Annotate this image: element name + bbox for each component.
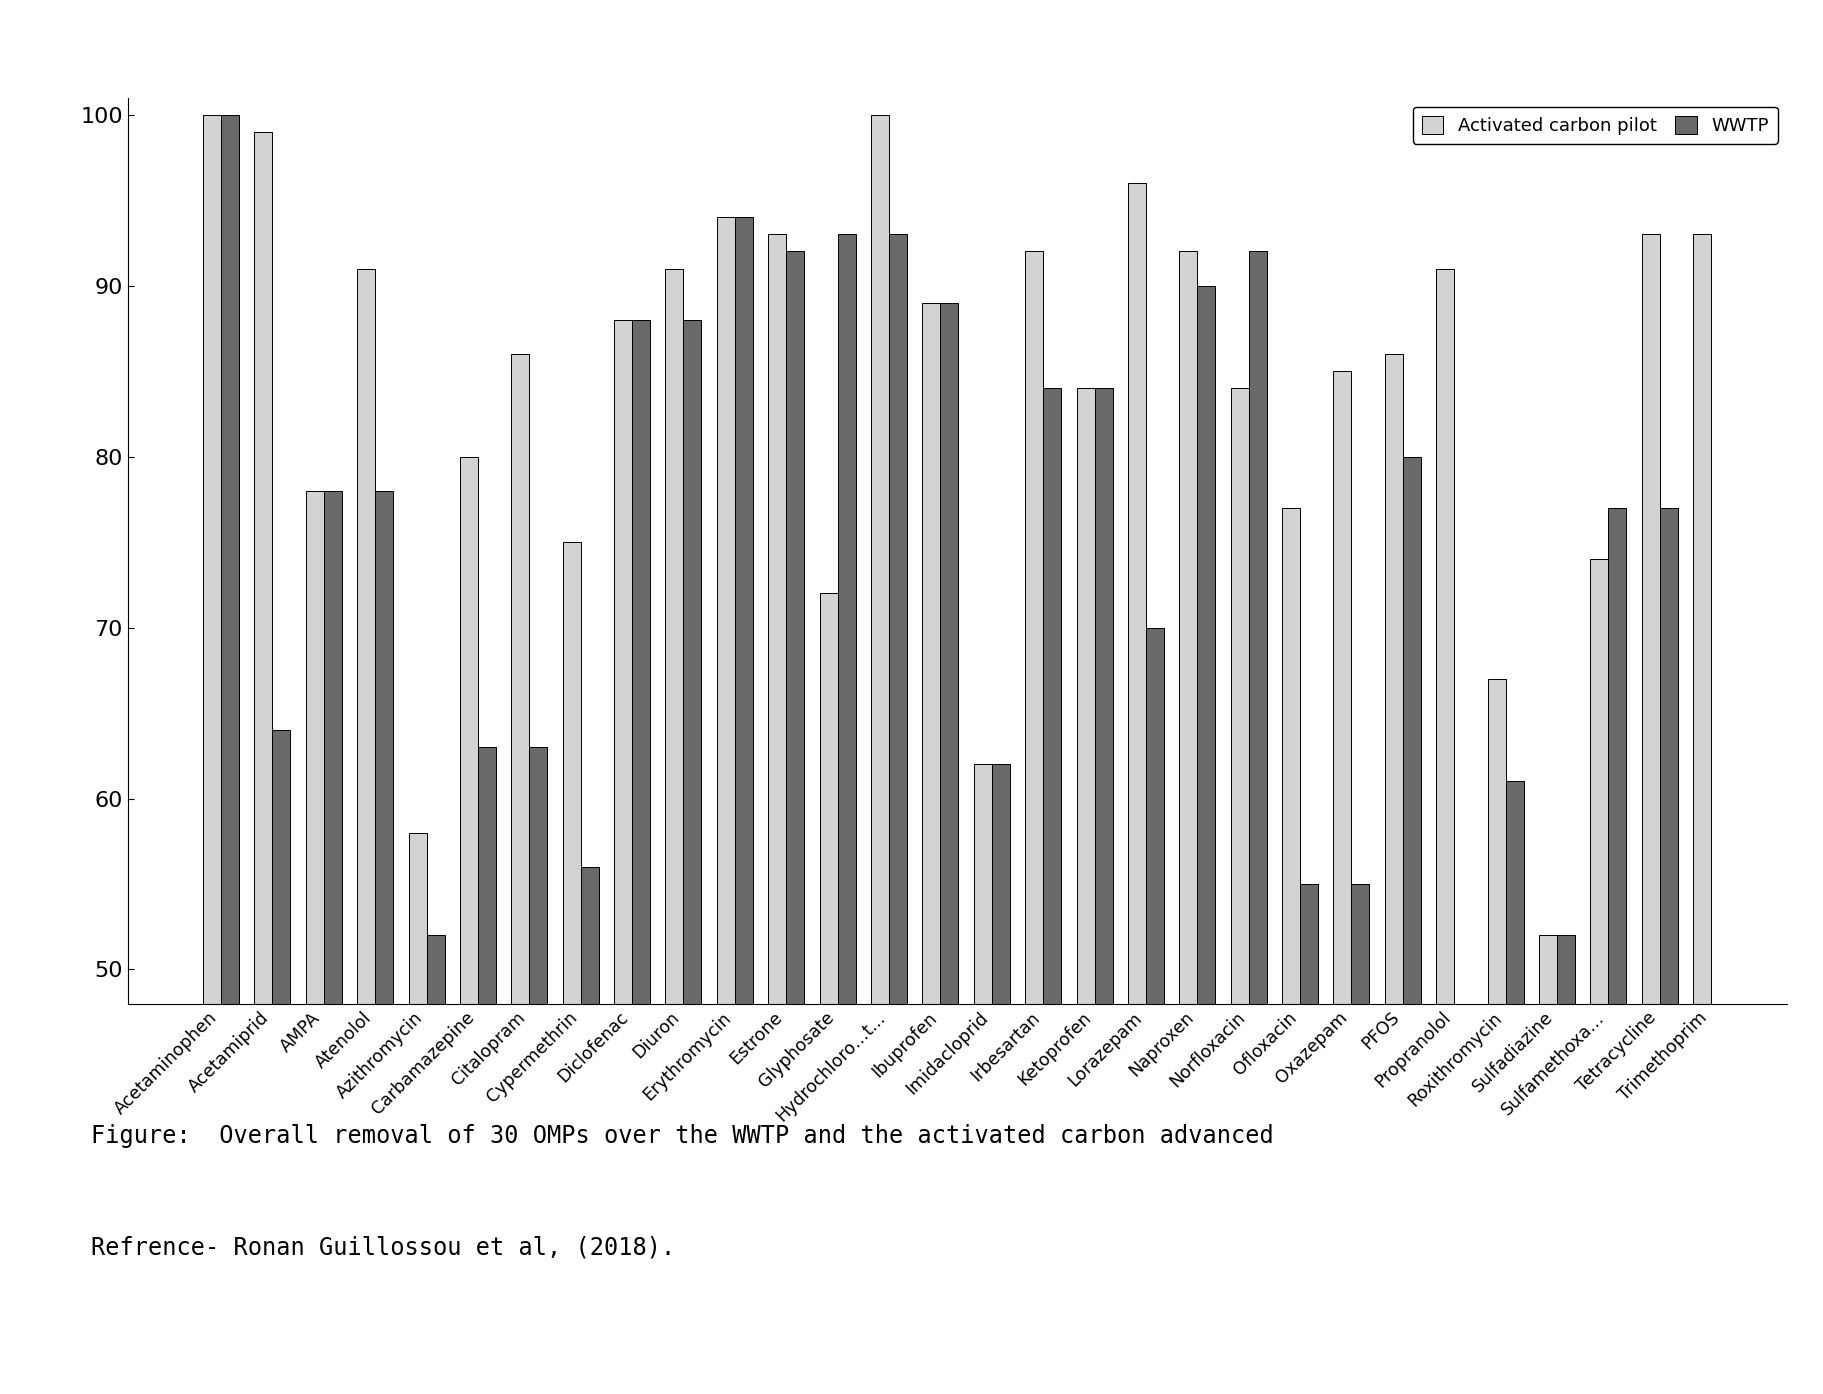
- Bar: [563, 542, 582, 1394]
- Bar: [1557, 935, 1575, 1394]
- Bar: [767, 234, 786, 1394]
- Bar: [1488, 679, 1506, 1394]
- Bar: [478, 747, 496, 1394]
- Bar: [255, 132, 272, 1394]
- Bar: [1147, 627, 1163, 1394]
- Bar: [1077, 388, 1094, 1394]
- Bar: [1025, 251, 1043, 1394]
- Bar: [1043, 388, 1061, 1394]
- Bar: [1094, 388, 1112, 1394]
- Bar: [1506, 782, 1524, 1394]
- Bar: [1351, 884, 1369, 1394]
- Bar: [1198, 286, 1216, 1394]
- Bar: [272, 730, 290, 1394]
- Bar: [1333, 371, 1351, 1394]
- Bar: [786, 251, 804, 1394]
- Bar: [376, 491, 394, 1394]
- Bar: [1385, 354, 1404, 1394]
- Bar: [510, 354, 529, 1394]
- Bar: [1231, 388, 1249, 1394]
- Legend: Activated carbon pilot, WWTP: Activated carbon pilot, WWTP: [1413, 106, 1777, 144]
- Bar: [1249, 251, 1267, 1394]
- Bar: [735, 217, 753, 1394]
- Bar: [871, 114, 890, 1394]
- Bar: [1282, 507, 1300, 1394]
- Bar: [221, 114, 239, 1394]
- Text: Refrence- Ronan Guillossou et al, (2018).: Refrence- Ronan Guillossou et al, (2018)…: [91, 1235, 675, 1260]
- Bar: [614, 319, 633, 1394]
- Text: Figure:  Overall removal of 30 OMPs over the WWTP and the activated carbon advan: Figure: Overall removal of 30 OMPs over …: [91, 1124, 1274, 1149]
- Bar: [716, 217, 735, 1394]
- Bar: [1694, 234, 1712, 1394]
- Bar: [408, 832, 427, 1394]
- Bar: [306, 491, 324, 1394]
- Bar: [1539, 935, 1557, 1394]
- Bar: [459, 457, 478, 1394]
- Bar: [922, 302, 941, 1394]
- Bar: [633, 319, 651, 1394]
- Bar: [582, 867, 598, 1394]
- Bar: [1300, 884, 1318, 1394]
- Bar: [357, 269, 376, 1394]
- Bar: [202, 114, 221, 1394]
- Bar: [529, 747, 547, 1394]
- Bar: [1179, 251, 1198, 1394]
- Bar: [427, 935, 445, 1394]
- Bar: [1590, 559, 1608, 1394]
- Bar: [973, 764, 992, 1394]
- Bar: [684, 319, 702, 1394]
- Bar: [665, 269, 684, 1394]
- Bar: [1128, 183, 1147, 1394]
- Bar: [324, 491, 341, 1394]
- Bar: [1659, 507, 1677, 1394]
- Bar: [820, 594, 837, 1394]
- Bar: [941, 302, 959, 1394]
- Bar: [890, 234, 908, 1394]
- Bar: [1643, 234, 1659, 1394]
- Bar: [1437, 269, 1455, 1394]
- Bar: [837, 234, 855, 1394]
- Bar: [1404, 457, 1420, 1394]
- Bar: [1608, 507, 1626, 1394]
- Bar: [992, 764, 1010, 1394]
